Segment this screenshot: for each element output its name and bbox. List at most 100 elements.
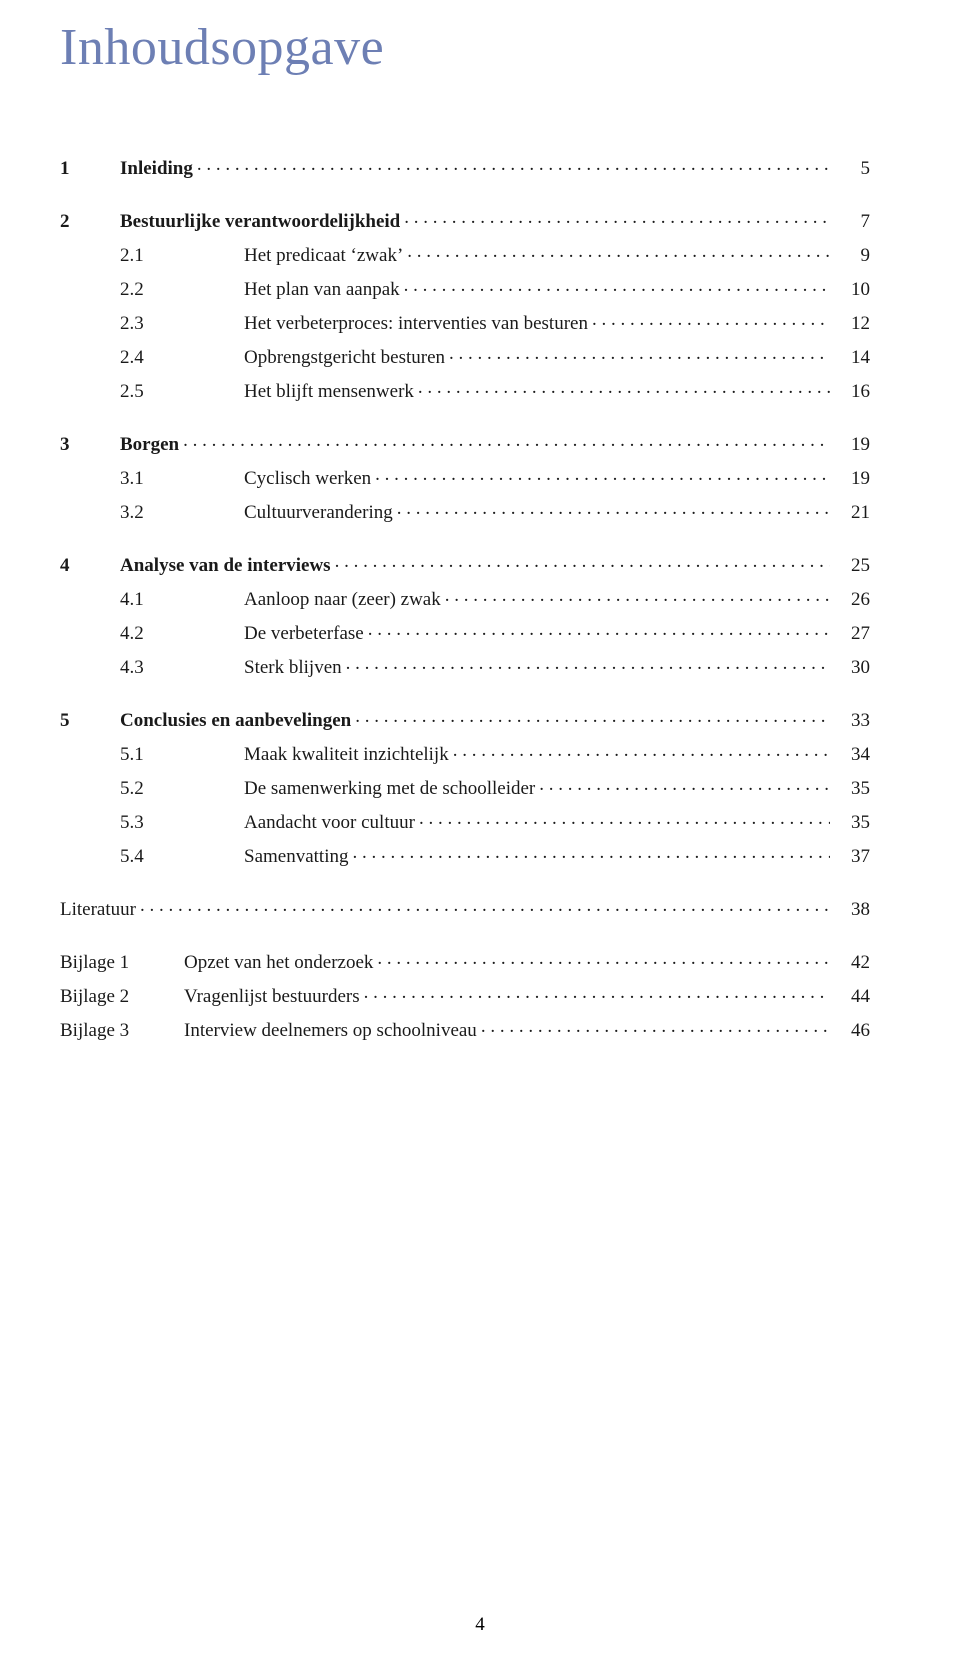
toc-appendix-label: Bijlage 1: [60, 953, 184, 972]
toc-number: 3.2: [60, 503, 244, 522]
toc-title: Samenvatting: [244, 847, 348, 866]
toc-page: 9: [834, 246, 870, 265]
toc-row: 3 Borgen 19: [60, 431, 870, 454]
toc-page: 42: [834, 953, 870, 972]
toc-title: Het plan van aanpak: [244, 280, 400, 299]
toc-number: 2.3: [60, 314, 244, 333]
toc-page: 34: [834, 745, 870, 764]
toc-page: 35: [834, 779, 870, 798]
toc-row: 4.1 Aanloop naar (zeer) zwak 26: [60, 586, 870, 609]
toc-page: 12: [834, 314, 870, 333]
toc-title: Sterk blijven: [244, 658, 342, 677]
toc-page: 14: [834, 348, 870, 367]
toc-row: 4.3 Sterk blijven 30: [60, 654, 870, 677]
toc-page: 16: [834, 382, 870, 401]
toc-title: De verbeterfase: [244, 624, 364, 643]
toc-page: 30: [834, 658, 870, 677]
toc-number: 4.1: [60, 590, 244, 609]
toc-row: 2.5 Het blijft mensenwerk 16: [60, 378, 870, 401]
toc-page: 21: [834, 503, 870, 522]
dot-leader: [368, 620, 830, 639]
toc-number: 2: [60, 212, 120, 231]
toc-appendix-label: Bijlage 2: [60, 987, 184, 1006]
toc-number: 2.5: [60, 382, 244, 401]
toc-section: 4 Analyse van de interviews 25 4.1 Aanlo…: [60, 552, 870, 677]
dot-leader: [364, 983, 830, 1002]
toc-section: 1 Inleiding 5: [60, 155, 870, 178]
toc-number: 3.1: [60, 469, 244, 488]
toc-row: 4.2 De verbeterfase 27: [60, 620, 870, 643]
toc-page: 27: [834, 624, 870, 643]
toc-number: 2.1: [60, 246, 244, 265]
toc-row: 2.4 Opbrengstgericht besturen 14: [60, 344, 870, 367]
dot-leader: [404, 208, 830, 227]
toc-row: Bijlage 1 Opzet van het onderzoek 42: [60, 949, 870, 972]
toc-page: 35: [834, 813, 870, 832]
toc-row: 3.2 Cultuurverandering 21: [60, 499, 870, 522]
toc-number: 4: [60, 556, 120, 575]
toc-row: Bijlage 3 Interview deelnemers op school…: [60, 1017, 870, 1040]
toc-title: Het verbeterproces: interventies van bes…: [244, 314, 588, 333]
toc-row: 2.1 Het predicaat ‘zwak’ 9: [60, 242, 870, 265]
dot-leader: [355, 707, 830, 726]
toc-row: 3.1 Cyclisch werken 19: [60, 465, 870, 488]
toc-title: Aanloop naar (zeer) zwak: [244, 590, 441, 609]
toc-page: 38: [834, 900, 870, 919]
toc-number: 3: [60, 435, 120, 454]
toc-section: 5 Conclusies en aanbevelingen 33 5.1 Maa…: [60, 707, 870, 866]
dot-leader: [183, 431, 830, 450]
toc-number: 5: [60, 711, 120, 730]
toc-number: 4.2: [60, 624, 244, 643]
dot-leader: [397, 499, 830, 518]
dot-leader: [449, 344, 830, 363]
toc-page: 10: [834, 280, 870, 299]
dot-leader: [419, 809, 830, 828]
toc-page: 19: [834, 469, 870, 488]
dot-leader: [539, 775, 830, 794]
toc-title: Conclusies en aanbevelingen: [120, 711, 351, 730]
toc-row: 5 Conclusies en aanbevelingen 33: [60, 707, 870, 730]
toc-number: 1: [60, 159, 120, 178]
toc-title: Bestuurlijke verantwoordelijkheid: [120, 212, 400, 231]
toc-number: 2.2: [60, 280, 244, 299]
toc-number: 5.1: [60, 745, 244, 764]
toc-title: Opbrengstgericht besturen: [244, 348, 445, 367]
toc-row: 2.2 Het plan van aanpak 10: [60, 276, 870, 299]
toc-title: Aandacht voor cultuur: [244, 813, 415, 832]
toc-page: 25: [834, 556, 870, 575]
toc-title: Het blijft mensenwerk: [244, 382, 414, 401]
toc-title: Analyse van de interviews: [120, 556, 331, 575]
toc-title: Cultuurverandering: [244, 503, 393, 522]
toc-page: 26: [834, 590, 870, 609]
toc-number: 4.3: [60, 658, 244, 677]
dot-leader: [404, 276, 830, 295]
toc-page: 44: [834, 987, 870, 1006]
toc-row: Bijlage 2 Vragenlijst bestuurders 44: [60, 983, 870, 1006]
toc-row: 2 Bestuurlijke verantwoordelijkheid 7: [60, 208, 870, 231]
dot-leader: [481, 1017, 830, 1036]
toc-row: 5.2 De samenwerking met de schoolleider …: [60, 775, 870, 798]
toc-row: 5.1 Maak kwaliteit inzichtelijk 34: [60, 741, 870, 764]
toc-page: 33: [834, 711, 870, 730]
toc-row: 4 Analyse van de interviews 25: [60, 552, 870, 575]
dot-leader: [346, 654, 830, 673]
toc-row: 5.3 Aandacht voor cultuur 35: [60, 809, 870, 832]
toc-number: 5.2: [60, 779, 244, 798]
toc-page: 7: [834, 212, 870, 231]
dot-leader: [197, 155, 830, 174]
toc-page: 46: [834, 1021, 870, 1040]
dot-leader: [592, 310, 830, 329]
toc-title: Borgen: [120, 435, 179, 454]
toc-number: 2.4: [60, 348, 244, 367]
toc-section: Bijlage 1 Opzet van het onderzoek 42 Bij…: [60, 949, 870, 1040]
toc-title: Cyclisch werken: [244, 469, 371, 488]
dot-leader: [375, 465, 830, 484]
toc-title: Interview deelnemers op schoolniveau: [184, 1021, 477, 1040]
page-number: 4: [0, 1614, 960, 1636]
toc-row: Literatuur 38: [60, 896, 870, 919]
toc-row: 1 Inleiding 5: [60, 155, 870, 178]
page-title: Inhoudsopgave: [60, 18, 870, 77]
toc-title: Opzet van het onderzoek: [184, 953, 373, 972]
toc-section: 3 Borgen 19 3.1 Cyclisch werken 19 3.2 C…: [60, 431, 870, 522]
dot-leader: [335, 552, 830, 571]
